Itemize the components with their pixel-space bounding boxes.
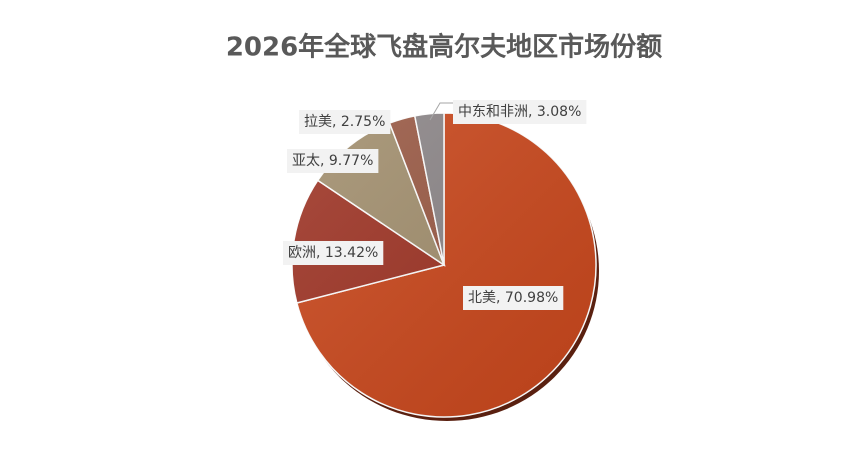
data-label-group: 亚太, 9.77% <box>287 149 379 173</box>
data-label-bg <box>463 286 564 310</box>
data-label: 拉美, 2.75% <box>304 114 385 130</box>
data-label-bg <box>283 241 384 265</box>
data-label: 欧洲, 13.42% <box>288 245 378 261</box>
data-label-group: 中东和非洲, 3.08% <box>453 100 587 124</box>
data-label: 中东和非洲, 3.08% <box>458 104 581 120</box>
data-label-bg <box>299 110 391 134</box>
data-label-group: 北美, 70.98% <box>463 286 564 310</box>
chart-title: 2026年全球飞盘高尔夫地区市场份额 <box>226 32 662 63</box>
data-label: 亚太, 9.77% <box>292 153 373 169</box>
data-label-group: 拉美, 2.75% <box>299 110 391 134</box>
leader-line <box>429 102 454 121</box>
data-label-bg <box>453 100 587 124</box>
data-label-bg <box>287 149 379 173</box>
data-label-group: 欧洲, 13.42% <box>283 241 384 265</box>
data-label: 北美, 70.98% <box>468 290 558 306</box>
